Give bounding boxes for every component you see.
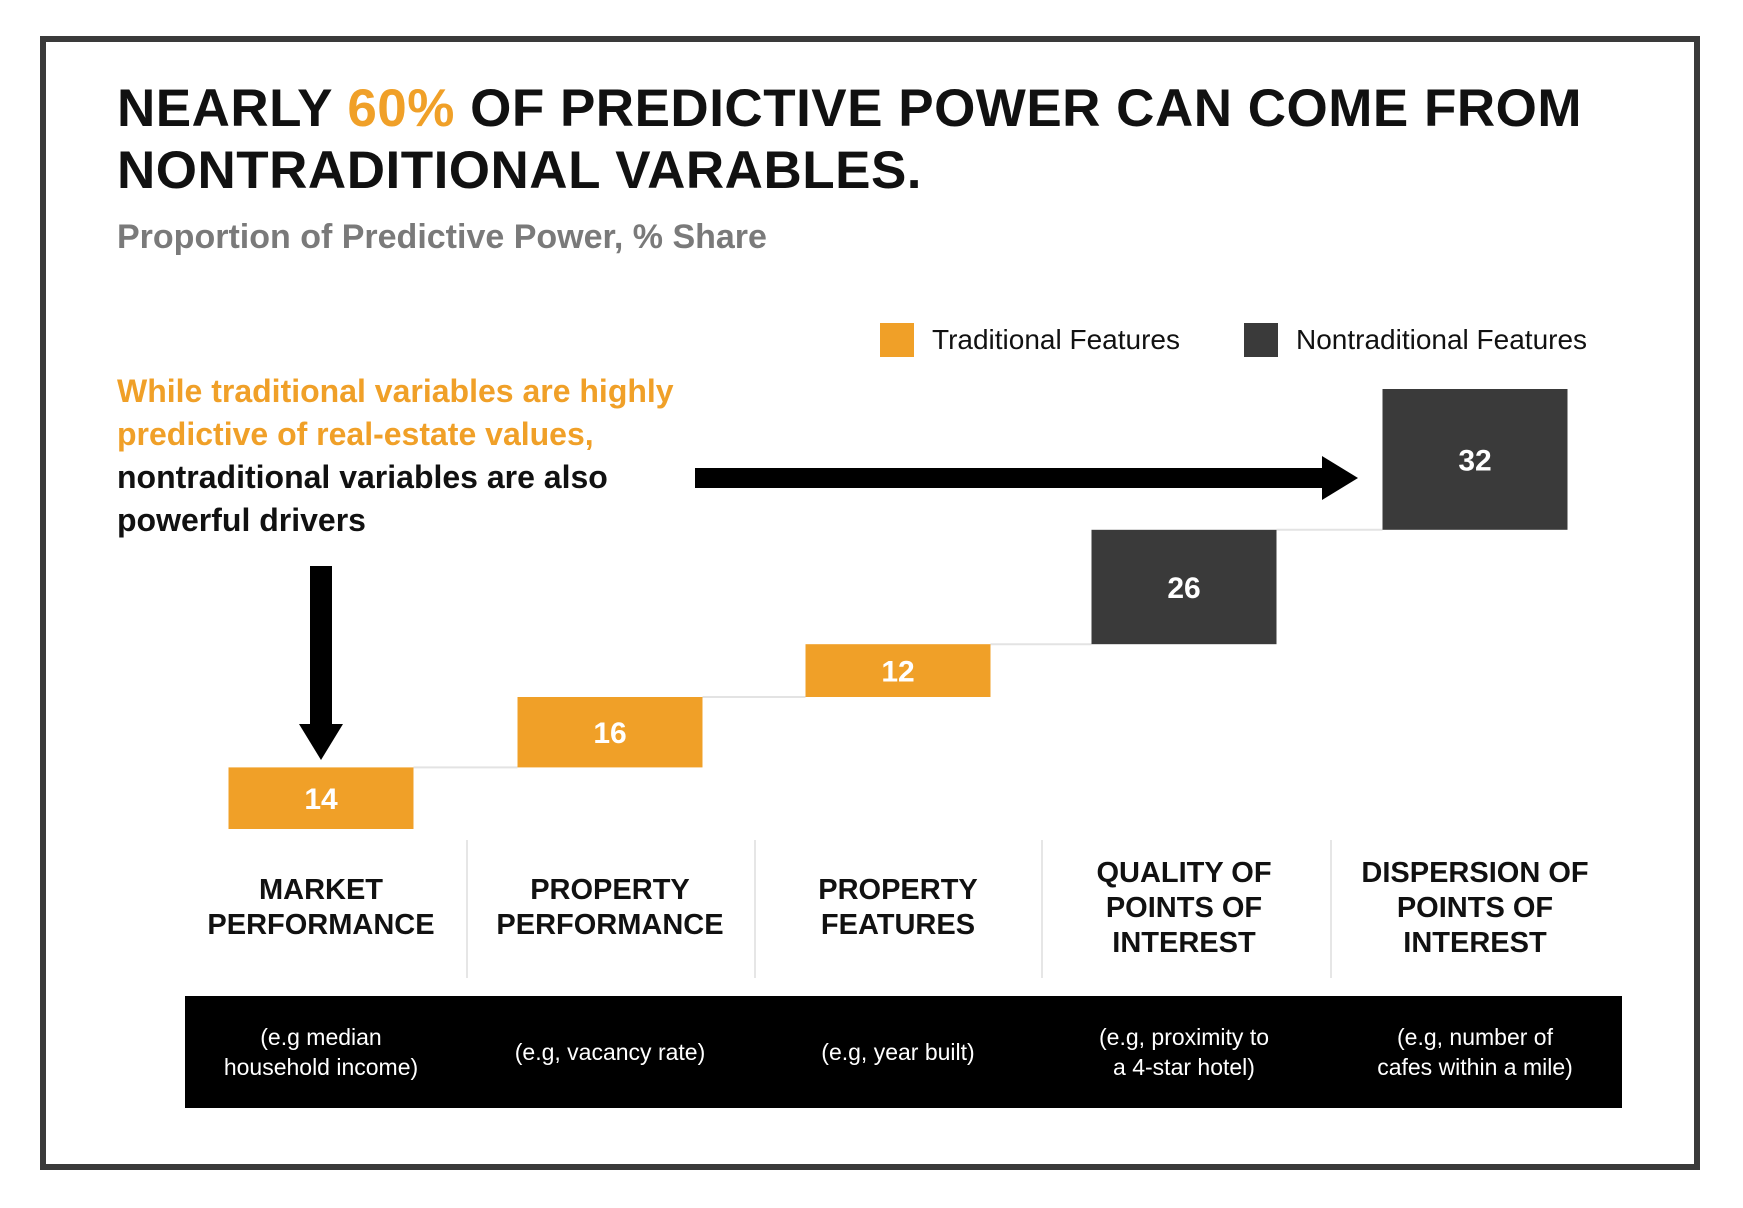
legend-item-nontraditional: Nontraditional Features bbox=[1244, 322, 1587, 358]
legend-swatch-traditional bbox=[880, 323, 914, 357]
legend-swatch-nontraditional bbox=[1244, 323, 1278, 357]
legend-label-traditional: Traditional Features bbox=[932, 324, 1180, 355]
connector-lines bbox=[413, 528, 1383, 769]
right-arrow-head bbox=[1322, 456, 1358, 500]
title-part2: OF PREDICTIVE POWER CAN COME FROM NONTRA… bbox=[117, 79, 1582, 200]
title-part1: NEARLY bbox=[117, 79, 348, 138]
category-divider-2 bbox=[754, 840, 756, 978]
bars-group: 14 16 12 26 32 bbox=[228, 389, 1568, 829]
category-label-2: PROPERTY FEATURES bbox=[818, 874, 978, 941]
chart-subtitle: Proportion of Predictive Power, % Share bbox=[117, 218, 767, 256]
examples-bar: (e.g median household income) (e.g, vacan… bbox=[185, 996, 1622, 1108]
example-3: (e.g, proximity to a 4-star hotel) bbox=[1099, 1024, 1269, 1080]
data-label-2: 12 bbox=[881, 656, 914, 689]
callout-text: While traditional variables are highly p… bbox=[117, 370, 677, 542]
category-divider-1 bbox=[465, 840, 468, 978]
callout-highlight: While traditional variables are highly p… bbox=[117, 373, 674, 452]
example-0: (e.g median household income) bbox=[223, 1024, 419, 1080]
bar-0 bbox=[228, 767, 414, 829]
bar-2 bbox=[805, 644, 991, 697]
legend-label-nontraditional: Nontraditional Features bbox=[1296, 324, 1588, 355]
bar-1 bbox=[517, 697, 703, 768]
right-arrow-shaft bbox=[695, 468, 1325, 488]
callout-rest: nontraditional variables are also powerf… bbox=[117, 459, 608, 538]
chart-title: NEARLY 60% OF PREDICTIVE POWER CAN COME … bbox=[117, 78, 1617, 202]
data-label-3: 26 bbox=[1167, 572, 1200, 605]
category-divider-4 bbox=[1329, 840, 1332, 978]
down-arrow-head bbox=[299, 724, 343, 760]
example-2: (e.g, year built) bbox=[821, 1039, 975, 1065]
category-label-4: DISPERSION OF POINTS OF INTEREST bbox=[1361, 856, 1589, 959]
callout-arrows bbox=[299, 456, 1358, 760]
example-4: (e.g, number of cafes within a mile) bbox=[1377, 1024, 1573, 1080]
down-arrow-shaft bbox=[310, 566, 332, 726]
data-label-0: 14 bbox=[304, 783, 338, 816]
category-divider-3 bbox=[1041, 840, 1043, 978]
title-highlight: 60% bbox=[347, 79, 455, 138]
example-1: (e.g, vacancy rate) bbox=[514, 1039, 706, 1065]
data-label-4: 32 bbox=[1458, 444, 1491, 477]
category-label-3: QUALITY OF POINTS OF INTEREST bbox=[1096, 856, 1272, 959]
bar-4 bbox=[1382, 389, 1568, 530]
category-label-0: MARKET PERFORMANCE bbox=[207, 874, 435, 941]
bar-3 bbox=[1091, 529, 1277, 645]
category-label-1: PROPERTY PERFORMANCE bbox=[496, 874, 724, 941]
data-label-1: 16 bbox=[593, 717, 626, 750]
legend-item-traditional: Traditional Features bbox=[880, 322, 1180, 358]
